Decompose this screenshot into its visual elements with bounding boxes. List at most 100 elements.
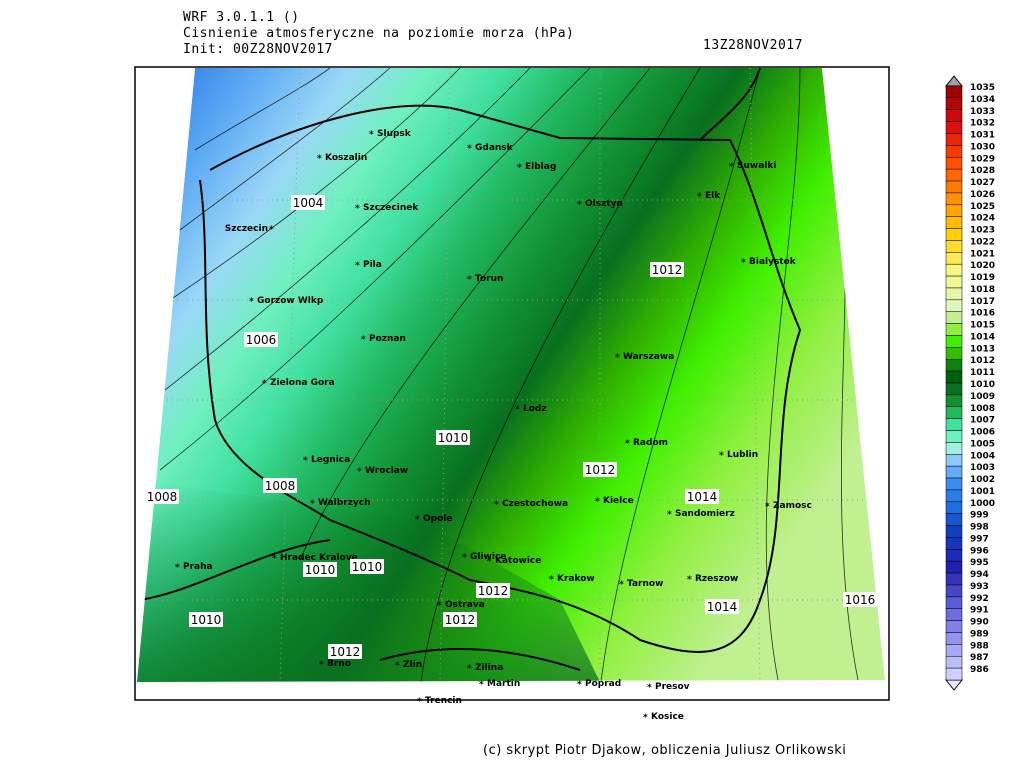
city-name: Trencin [425,696,462,706]
colorbar-label: 1012 [970,356,995,366]
colorbar-swatch [945,667,963,681]
city-name: Slupsk [377,129,412,139]
colorbar-swatch [945,252,963,265]
city-name: Szczecinek [363,203,419,213]
city-marker: * [303,456,308,466]
city-name: Torun [475,274,503,284]
contour-label-bg [244,332,278,347]
city-name: Radom [633,438,668,448]
colorbar-swatch [945,454,963,467]
contour-label-bg [189,612,223,627]
colorbar-label: 1013 [970,344,995,354]
city-name: Zamosc [773,501,812,511]
colorbar-label: 1028 [970,166,995,176]
city-name: Legnica [311,455,350,465]
colorbar-swatch [945,489,963,503]
colorbar-label: 994 [970,570,989,580]
city-name: Warszawa [623,352,674,362]
city-name: Poprad [585,679,621,689]
city-marker: * [319,660,324,670]
colorbar-label: 1010 [970,380,995,390]
colorbar-label: 1001 [970,487,995,497]
city-marker: * [577,200,582,210]
city-marker: * [741,258,746,268]
colorbar-swatch [945,287,963,301]
colorbar-swatch [945,358,963,372]
colorbar-swatch [945,382,963,396]
city-name: Elk [705,191,721,201]
colorbar-swatch [945,394,963,408]
colorbar-arrow-bottom [944,679,964,691]
colorbar-label: 1027 [970,178,995,188]
colorbar-label: 1021 [970,249,995,259]
city-marker: * [765,502,770,512]
city-marker: * [549,575,554,585]
city-marker: * [262,379,267,389]
city-marker: * [415,515,420,525]
contour-label-bg [303,562,337,577]
colorbar-label: 992 [970,594,989,604]
colorbar-swatch [945,572,963,586]
contour-label: 1012 [585,463,616,477]
colorbar-swatch [945,430,963,443]
colorbar-label: 1032 [970,119,995,129]
colorbar-swatch [945,323,963,336]
colorbar-label: 993 [970,582,989,592]
colorbar-label: 998 [970,523,989,533]
contour-label: 1014 [687,490,718,504]
colorbar-swatch [945,370,963,384]
city-name: Lodz [523,404,547,414]
colorbar-label: 1018 [970,285,995,295]
colorbar-swatch [945,168,963,182]
colorbar-label: 990 [970,618,989,628]
colorbar-label: 1026 [970,190,995,200]
city-marker: * [647,683,652,693]
city-name: Zilina [475,663,503,673]
colorbar-swatch [945,501,963,514]
city-name: Czestochowa [502,499,568,509]
colorbar-swatch [945,644,963,657]
contour-label-bg [328,644,362,659]
contour-label-bg [685,489,719,504]
contour-label: 1006 [246,333,277,347]
city-name: Martin [487,679,520,689]
city-marker: * [249,297,254,307]
map-field [137,68,885,682]
city-marker: * [175,563,180,573]
colorbar-swatch [945,477,963,491]
city-marker: * [317,154,322,164]
colorbar-swatch [945,275,963,289]
colorbar-label: 1006 [970,428,995,438]
colorbar-label: 1015 [970,321,995,331]
header-title: Cisnienie atmosferyczne na poziomie morz… [183,26,574,41]
city-name: Rzeszow [695,574,738,584]
colorbar-label: 989 [970,629,989,639]
colorbar-label: 986 [970,665,989,675]
colorbar-swatch [945,418,963,431]
contour-label-bg [436,430,470,445]
colorbar-label: 987 [970,653,989,663]
city-name: Opole [423,514,452,524]
city-marker: * [517,163,522,173]
city-name: Zlin [403,660,422,670]
city-marker: * [515,405,520,415]
city-name: Sandomierz [675,509,735,519]
city-marker: * [355,204,360,214]
colorbar-swatch [945,85,963,99]
cities: * Slupsk* Gdansk* Koszalin* Elblag * Suwalki* E… [175,129,812,723]
city-name: Pila [363,260,382,270]
city-marker: * [687,575,692,585]
colorbar-swatch [945,584,963,598]
city-marker: * [272,554,277,564]
contour-label: 1008 [147,490,178,504]
contour-label-bg [843,592,877,607]
contour-label-bg [145,489,179,504]
city-marker: * [357,467,362,477]
colorbar-label: 1035 [970,83,995,93]
city-name: Krakow [557,574,595,584]
header-model: WRF 3.0.1.1 () [183,10,300,25]
city-name: Brno [327,659,351,669]
colorbar-swatch [945,109,963,122]
